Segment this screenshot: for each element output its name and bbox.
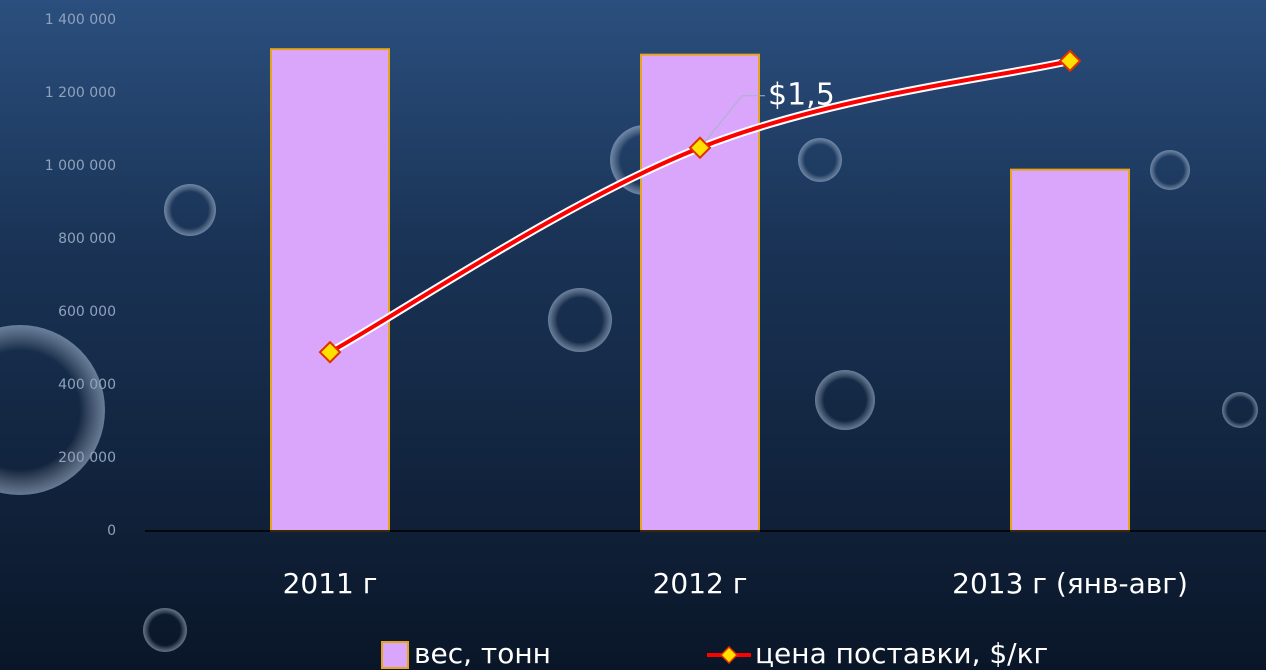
y-tick-label: 600 000	[58, 304, 116, 320]
y-tick-label: 0	[107, 523, 116, 539]
bar	[1011, 170, 1129, 531]
x-tick-label: 2012 г	[653, 567, 748, 600]
legend-label: цена поставки, $/кг	[755, 637, 1048, 670]
y-tick-label: 400 000	[58, 377, 116, 393]
data-label: $1,5	[768, 77, 835, 112]
y-tick-label: 800 000	[58, 231, 116, 247]
x-tick-label: 2011 г	[283, 567, 378, 600]
y-tick-label: 1 200 000	[45, 85, 116, 101]
y-tick-label: 1 400 000	[45, 12, 116, 28]
page: {"chart_data": { "type": "bar", "categor…	[0, 0, 1266, 670]
bar	[641, 55, 759, 531]
y-tick-label: 200 000	[58, 450, 116, 466]
bar	[271, 49, 389, 531]
chart: 0 200 000 400 000 600 000 800 000 1 000 000 1 …	[0, 0, 1266, 670]
y-tick-label: 1 000 000	[45, 158, 116, 174]
x-tick-label: 2013 г (янв-авг)	[952, 567, 1188, 600]
legend-swatch	[382, 642, 408, 668]
legend-label: вес, тонн	[414, 637, 551, 670]
